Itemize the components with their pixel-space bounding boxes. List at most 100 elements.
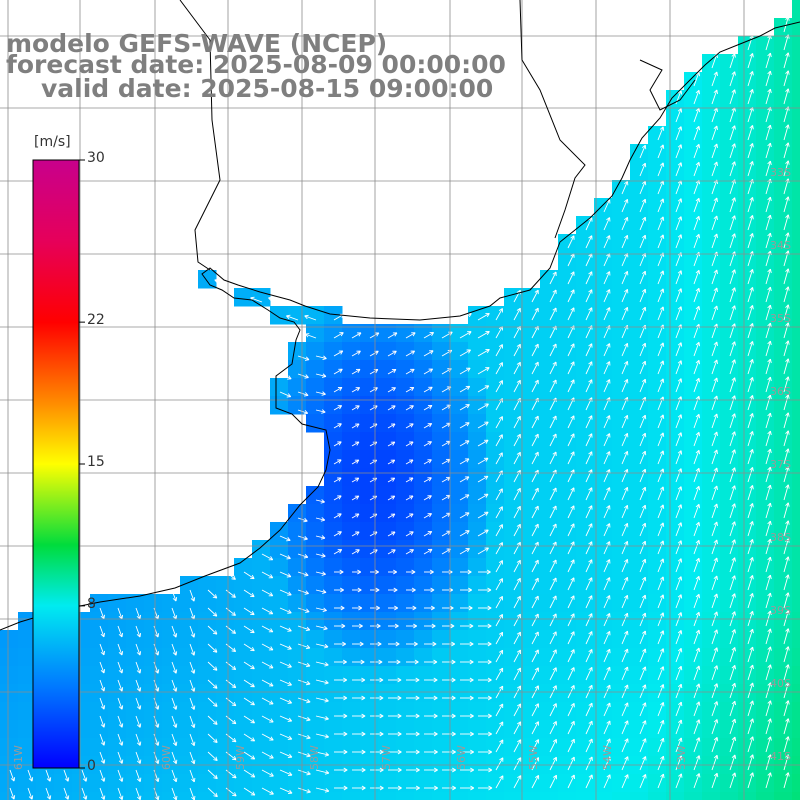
- wind-arrow: [621, 630, 629, 645]
- wind-cell: [792, 684, 800, 703]
- wind-arrow: [603, 756, 611, 771]
- wind-arrow: [459, 548, 470, 555]
- wind-arrow: [135, 733, 142, 746]
- wind-cell: [396, 414, 415, 433]
- wind-cell: [162, 666, 181, 685]
- wind-arrow: [693, 683, 701, 699]
- wind-cell: [504, 486, 523, 505]
- wind-arrow: [711, 107, 718, 123]
- wind-cell: [468, 522, 487, 541]
- wind-arrow: [189, 715, 196, 728]
- wind-arrow: [495, 649, 504, 663]
- wind-arrow: [729, 269, 736, 285]
- wind-cell: [306, 792, 325, 800]
- wind-cell: [756, 90, 775, 109]
- wind-cell: [90, 666, 109, 685]
- wind-cell: [180, 630, 199, 649]
- wind-arrow: [639, 288, 647, 303]
- wind-cell: [504, 432, 523, 451]
- wind-arrow: [729, 431, 736, 447]
- wind-arrow: [261, 679, 274, 687]
- wind-arrow: [243, 751, 256, 760]
- wind-arrow: [531, 379, 539, 393]
- wind-cell: [540, 432, 559, 451]
- wind-cell: [468, 342, 487, 361]
- wind-cell: [306, 396, 325, 415]
- wind-cell: [162, 612, 181, 631]
- wind-arrow: [117, 715, 124, 728]
- wind-cell: [756, 108, 775, 127]
- wind-arrow: [405, 332, 416, 339]
- wind-cell: [198, 738, 217, 757]
- wind-cell: [738, 432, 757, 451]
- wind-cell: [306, 666, 325, 685]
- wind-arrow: [765, 70, 772, 87]
- wind-cell: [180, 792, 199, 800]
- wind-cell: [720, 234, 739, 253]
- wind-arrow: [352, 623, 363, 629]
- wind-cell: [432, 558, 451, 577]
- wind-arrow: [297, 355, 310, 361]
- wind-cell: [738, 540, 757, 559]
- wind-arrow: [765, 322, 772, 339]
- wind-cell: [540, 666, 559, 685]
- wind-cell: [702, 90, 721, 109]
- wind-arrow: [747, 143, 754, 159]
- wind-arrow: [459, 331, 472, 339]
- wind-arrow: [675, 576, 683, 591]
- wind-arrow: [268, 296, 281, 303]
- wind-arrow: [442, 695, 456, 701]
- wind-arrow: [765, 286, 772, 303]
- wind-arrow: [783, 376, 790, 393]
- wind-arrow: [459, 440, 470, 447]
- wind-cell: [90, 738, 109, 757]
- wind-cell: [738, 162, 757, 181]
- wind-cell: [792, 414, 800, 433]
- wind-cell: [738, 342, 757, 361]
- wind-arrow: [334, 605, 345, 611]
- wind-arrow: [585, 756, 593, 771]
- wind-arrow: [333, 332, 344, 339]
- wind-cell: [90, 630, 109, 649]
- wind-cell: [270, 684, 289, 703]
- wind-arrow: [315, 391, 326, 396]
- wind-arrow: [765, 466, 772, 483]
- wind-cell: [558, 414, 577, 433]
- wind-cell: [702, 612, 721, 631]
- wind-arrow: [171, 589, 178, 602]
- wind-arrow: [442, 659, 456, 665]
- wind-arrow: [675, 306, 683, 321]
- wind-cell: [702, 522, 721, 541]
- wind-arrow: [585, 577, 593, 591]
- wind-arrow: [406, 623, 418, 629]
- wind-cell: [180, 720, 199, 739]
- wind-cell: [378, 414, 397, 433]
- wind-cell: [738, 324, 757, 343]
- wind-cell: [396, 432, 415, 451]
- wind-arrow: [171, 787, 178, 800]
- wind-arrow: [729, 143, 736, 159]
- wind-cell: [324, 378, 343, 397]
- wind-arrow: [639, 468, 647, 483]
- wind-arrow: [567, 577, 575, 591]
- wind-cell: [468, 792, 487, 800]
- wind-arrow: [567, 289, 575, 303]
- wind-cell: [738, 558, 757, 577]
- wind-arrow: [334, 623, 346, 629]
- wind-cell: [558, 630, 577, 649]
- wind-arrow: [442, 713, 456, 719]
- wind-arrow: [495, 757, 504, 771]
- wind-arrow: [370, 695, 384, 701]
- wind-cell: [702, 162, 721, 181]
- wind-arrow: [513, 433, 521, 447]
- wind-arrow: [711, 467, 718, 483]
- wind-cell: [792, 702, 800, 721]
- wind-cell: [414, 576, 433, 595]
- wind-cell: [468, 558, 487, 577]
- wind-arrow: [585, 379, 593, 393]
- wind-cell: [738, 666, 757, 685]
- wind-arrow: [135, 769, 142, 782]
- wind-cell: [792, 630, 800, 649]
- wind-cell: [558, 342, 577, 361]
- wind-arrow: [351, 368, 361, 375]
